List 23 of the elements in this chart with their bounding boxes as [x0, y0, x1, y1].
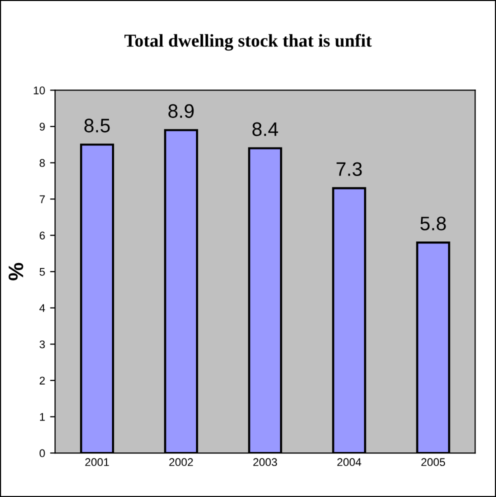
- y-tick-label: 0: [40, 449, 45, 458]
- data-label: 8.4: [252, 122, 278, 136]
- y-tick-label: 7: [40, 195, 45, 204]
- y-tick-label: 4: [39, 304, 46, 312]
- y-tick-label: 2: [40, 376, 45, 384]
- y-tick-label: 3: [40, 340, 45, 348]
- y-tick-label: 8: [40, 159, 45, 167]
- y-tick-label: 6: [40, 232, 45, 240]
- y-tick-label: 9: [40, 122, 45, 131]
- y-tick-label: 10: [34, 86, 45, 94]
- data-label: 8.5: [84, 118, 110, 132]
- x-tick-label: 2002: [169, 458, 193, 466]
- data-label: 8.9: [168, 104, 194, 118]
- data-label: 7.3: [336, 162, 362, 176]
- x-tick-label: 2003: [253, 458, 277, 466]
- x-tick-label: 2004: [337, 458, 362, 466]
- chart-title: Total dwelling stock that is unfit: [124, 34, 372, 51]
- x-tick-label: 2005: [421, 458, 446, 466]
- data-label: 5.8: [420, 216, 446, 230]
- y-tick-label: 1: [40, 413, 45, 421]
- y-tick-label: 5: [40, 268, 45, 276]
- x-tick-label: 2001: [85, 458, 109, 466]
- y-axis-title: %: [8, 262, 24, 280]
